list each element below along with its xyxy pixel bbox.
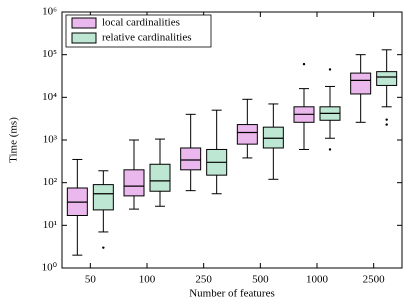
box — [123, 169, 145, 197]
legend-label: relative cardinalities — [102, 32, 191, 44]
y-tick-label: 10¹ — [43, 219, 57, 231]
box — [149, 163, 171, 192]
flier — [385, 118, 388, 121]
legend-swatch — [71, 17, 97, 29]
box — [262, 126, 284, 149]
plot-frame — [61, 11, 403, 269]
y-tick-label: 10² — [43, 176, 58, 188]
y-tick-label: 10⁵ — [42, 48, 57, 60]
flier — [328, 68, 332, 71]
y-tick-label: 10⁰ — [42, 262, 58, 274]
x-tick-label: 500 — [252, 274, 269, 286]
y-tick-label: 10⁶ — [42, 6, 57, 18]
flier — [328, 148, 332, 151]
flier — [302, 62, 306, 66]
box — [92, 184, 114, 211]
x-tick-label: 2500 — [363, 274, 386, 286]
x-tick-label: 1000 — [306, 274, 329, 286]
x-tick-label: 100 — [139, 274, 156, 286]
legend-label: local cardinalities — [102, 17, 180, 29]
legend-swatch — [71, 32, 97, 44]
flier — [385, 123, 388, 126]
y-axis-label: Time (ms) — [8, 117, 20, 163]
x-tick-label: 50 — [85, 274, 97, 286]
box — [236, 124, 258, 145]
x-axis-label: Number of features — [189, 288, 275, 300]
y-tick-label: 10⁴ — [42, 91, 57, 103]
y-tick-label: 10³ — [43, 134, 58, 146]
x-tick-label: 250 — [195, 274, 212, 286]
box — [376, 71, 398, 86]
flier — [102, 246, 105, 249]
box — [350, 72, 372, 95]
box — [180, 147, 202, 171]
